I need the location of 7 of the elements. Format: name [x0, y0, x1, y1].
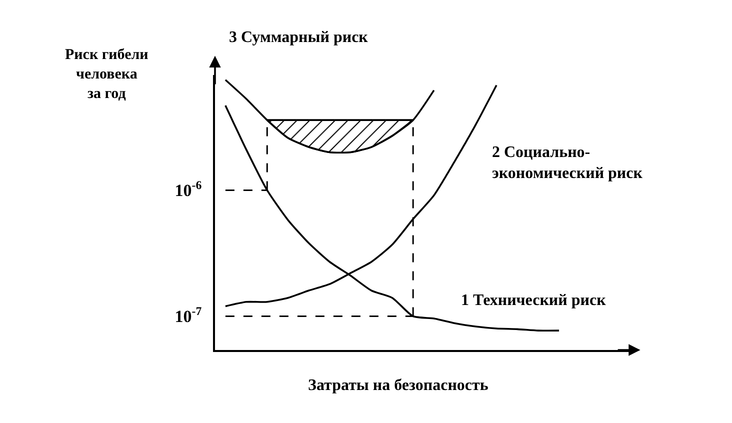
- text: 3 Суммарный риск: [229, 29, 369, 46]
- y-tick-label: 10$^{-6}$: [174, 178, 202, 200]
- y-tick-label: 10$^{-7}$: [174, 304, 202, 326]
- series-label: 1 Технический риск: [461, 292, 607, 309]
- x-axis-title: Затраты на безопасность: [308, 377, 489, 394]
- series-label: 2 Социально- экономический риск: [492, 144, 644, 182]
- y-axis-title: Риск гибели человека за год: [65, 47, 149, 102]
